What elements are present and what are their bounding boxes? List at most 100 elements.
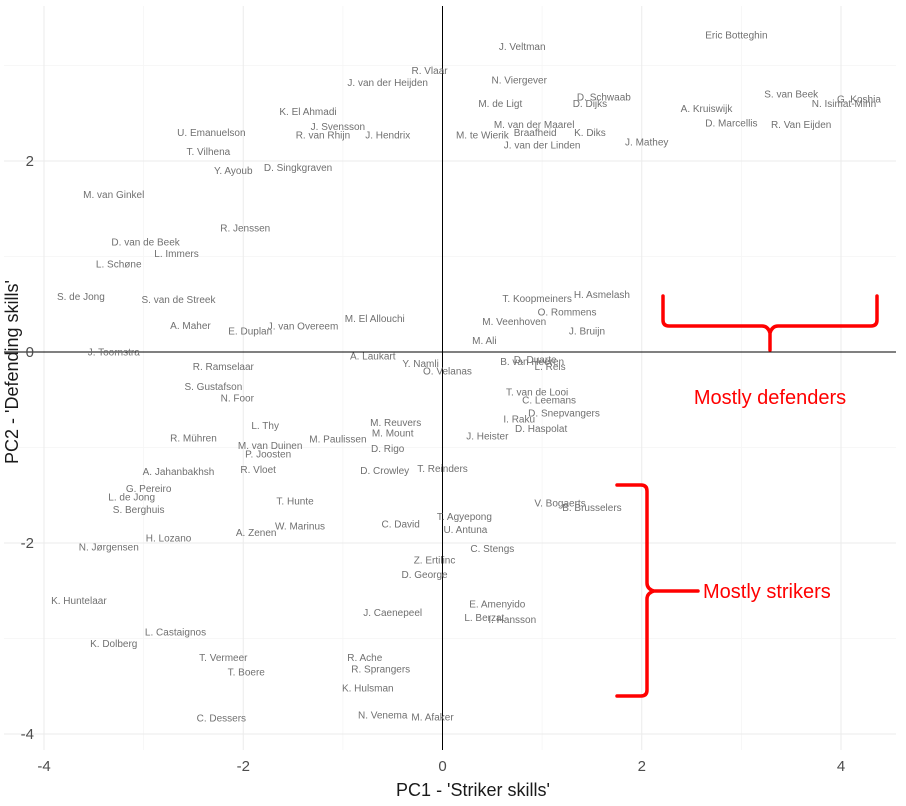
x-axis-ticks: -4 -2 0 2 4 <box>37 758 845 775</box>
player-label: R. Mühren <box>170 433 217 444</box>
player-label: J. van Overeem <box>268 322 339 333</box>
player-label: D. Marcellis <box>705 118 757 129</box>
y-tick-label: -2 <box>21 535 34 552</box>
player-label: R. Van Eijden <box>771 120 831 131</box>
player-label: M. Ali <box>472 336 496 347</box>
y-tick-label: 2 <box>26 153 34 170</box>
player-label: S. Gustafson <box>184 382 242 393</box>
player-label: J. van der Heijden <box>347 78 428 89</box>
player-label: D. George <box>401 570 448 581</box>
player-label: K. El Ahmadi <box>279 107 336 118</box>
player-label: Y. Ayoub <box>214 166 253 177</box>
player-label: R. Vloet <box>240 465 276 476</box>
player-label: M. Veenhoven <box>482 317 546 328</box>
strikers-label: Mostly strikers <box>703 581 831 603</box>
player-label: A. Jahanbakhsh <box>143 467 215 478</box>
y-tick-label: -4 <box>21 726 34 743</box>
player-label: T. Vilhena <box>187 147 231 158</box>
player-label: B. Brusselers <box>562 503 621 514</box>
player-label: T. Hunte <box>276 496 314 507</box>
player-label: T. van de Looi <box>506 388 568 399</box>
player-label: O. Velanas <box>423 367 472 378</box>
player-label: R. Ache <box>347 653 382 664</box>
player-label: D. Rigo <box>371 444 405 455</box>
player-label: E. Duplan <box>228 326 272 337</box>
player-label: N. Jørgensen <box>79 542 139 553</box>
player-label: I. Hansson <box>488 615 536 626</box>
player-label: M. Mount <box>372 429 414 440</box>
player-label: A. Laukart <box>350 351 396 362</box>
player-label: L. Schøne <box>96 260 142 271</box>
player-label: D. Singkgraven <box>264 163 332 174</box>
player-label: A. Kruiswijk <box>681 104 734 115</box>
player-label: J. Hendrix <box>365 131 410 142</box>
y-axis-ticks: -4 -2 0 2 <box>21 153 34 743</box>
player-label: T. Reinders <box>417 464 468 475</box>
player-label: R. Sprangers <box>351 665 410 676</box>
player-label: E. Amenyido <box>469 600 526 611</box>
x-tick-label: -4 <box>37 758 50 775</box>
player-label: I. Raku <box>503 414 535 425</box>
player-label: L. de Jong <box>108 493 155 504</box>
player-label: L. Reis <box>535 362 566 373</box>
player-label: S. Berghuis <box>113 505 165 516</box>
player-label: D. Schwaab <box>577 93 631 104</box>
player-label: T. Vermeer <box>199 653 248 664</box>
x-tick-label: 2 <box>638 758 646 775</box>
player-label: R. Vlaar <box>411 66 448 77</box>
player-label: M. van Duinen <box>238 441 302 452</box>
player-label: J. Toornstra <box>88 348 140 359</box>
player-label: K. Dolberg <box>90 639 137 650</box>
player-label: U. Emanuelson <box>177 128 245 139</box>
player-label: K. Hulsman <box>342 684 394 695</box>
player-label: L. Thy <box>251 421 279 432</box>
player-label: W. Marinus <box>275 521 325 532</box>
player-label: T. Agyepong <box>437 512 492 523</box>
x-tick-label: 0 <box>438 758 446 775</box>
player-label: S. van Beek <box>764 90 819 101</box>
x-tick-label: -2 <box>237 758 250 775</box>
player-label: T. Koopmeiners <box>502 294 571 305</box>
player-label: B. van Heeren <box>500 357 564 368</box>
player-label: D. Crowley <box>360 466 409 477</box>
player-label: R. Ramselaar <box>193 362 255 373</box>
player-label: G. Pereiro <box>126 484 172 495</box>
player-label: D. van de Beek <box>111 238 180 249</box>
player-label: M. El Allouchi <box>345 314 405 325</box>
player-label: M. van der Maarel <box>494 120 575 131</box>
player-label: R. van Rhijn <box>296 131 350 142</box>
y-tick-label: 0 <box>26 344 34 361</box>
player-label: H. Asmelash <box>574 290 630 301</box>
player-label: N. Foor <box>221 393 255 404</box>
player-label: Braafheid <box>514 128 557 139</box>
player-label: N. Venema <box>358 710 408 721</box>
player-label: L. Castaignos <box>145 627 206 638</box>
player-label: J. van der Linden <box>504 140 581 151</box>
player-label: U. Antuna <box>443 525 487 536</box>
player-label: J. Svensson <box>311 122 365 133</box>
player-label: C. Dessers <box>197 713 246 724</box>
player-label: O. Rommens <box>538 307 597 318</box>
player-label: C. David <box>381 519 419 530</box>
player-label: J. Bruijn <box>569 326 605 337</box>
x-axis-title: PC1 - 'Striker skills' <box>396 780 550 800</box>
player-label: V. Bogaerts <box>534 498 585 509</box>
player-label: J. Mathey <box>625 137 668 148</box>
player-label: D. Haspolat <box>515 424 567 435</box>
player-label: L. Berzat <box>464 613 504 624</box>
player-label: N. Isimat-Mirin <box>812 99 876 110</box>
player-label: M. Reuvers <box>370 418 421 429</box>
player-label: K. Huntelaar <box>51 596 107 607</box>
player-label: S. van de Streek <box>142 295 217 306</box>
player-label: N. Viergever <box>492 75 548 86</box>
player-label: J. Caenepeel <box>363 608 422 619</box>
player-label: C. Stengs <box>470 544 514 555</box>
player-label: C. Leemans <box>522 395 576 406</box>
strikers-bracket <box>615 483 700 698</box>
player-label: J. Veltman <box>499 42 546 53</box>
player-label: M. Paulissen <box>309 434 366 445</box>
player-label: D. Snepvangers <box>528 409 600 420</box>
player-label: L. Immers <box>154 249 198 260</box>
